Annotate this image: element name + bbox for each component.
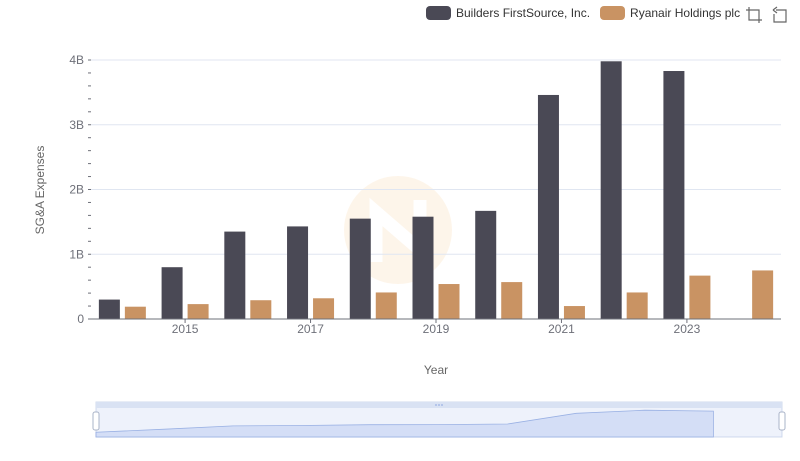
bar-ryanair-2020 — [501, 282, 523, 319]
zoom-preview-area — [95, 409, 714, 438]
bar-ryanair-2019 — [438, 284, 460, 319]
bar-ryanair-2021 — [563, 306, 585, 319]
x-tick-label: 2019 — [423, 322, 450, 336]
bar-ryanair-2015 — [187, 304, 209, 319]
bar-builders-2023 — [663, 71, 685, 319]
y-tick-label: 4B — [69, 53, 84, 67]
y-tick-label: 0 — [77, 312, 84, 326]
legend-label-ryanair: Ryanair Holdings plc — [630, 6, 741, 20]
bar-ryanair-2016 — [250, 300, 272, 319]
legend-swatch-ryanair — [600, 6, 626, 20]
restore-icon[interactable] — [771, 6, 789, 24]
bar-builders-2015 — [161, 267, 183, 319]
zoom-handle-left[interactable] — [92, 411, 100, 431]
y-axis-label: SG&A Expenses — [33, 146, 47, 235]
bar-ryanair-2022 — [626, 292, 648, 319]
zoom-icon[interactable] — [745, 6, 763, 24]
bar-builders-2016 — [224, 231, 246, 319]
bar-ryanair-2017 — [313, 298, 335, 319]
bar-builders-2022 — [600, 61, 622, 320]
zoom-selection — [96, 408, 782, 437]
y-tick-label: 2B — [69, 183, 84, 197]
bar-builders-2018 — [349, 218, 371, 319]
bar-ryanair-2023 — [689, 275, 711, 319]
bar-builders-2017 — [287, 226, 309, 319]
bar-builders-2019 — [412, 216, 434, 319]
zoom-handle-right[interactable] — [778, 411, 786, 431]
x-axis-label: Year — [424, 363, 448, 377]
legend-label-builders: Builders FirstSource, Inc. — [456, 6, 591, 20]
legend-item-builders[interactable]: Builders FirstSource, Inc. — [426, 6, 590, 20]
legend: Builders FirstSource, Inc. Ryanair Holdi… — [426, 4, 750, 22]
bar-ryanair-2018 — [375, 292, 397, 319]
y-tick-label: 1B — [69, 247, 84, 261]
x-tick-label: 2015 — [172, 322, 199, 336]
bar-builders-2014 — [98, 299, 120, 319]
bar-ryanair-2024 — [752, 270, 774, 319]
x-tick-label: 2021 — [548, 322, 575, 336]
legend-item-ryanair[interactable]: Ryanair Holdings plc — [600, 6, 740, 20]
y-tick-label: 3B — [69, 118, 84, 132]
x-tick-label: 2017 — [297, 322, 324, 336]
bar-builders-2021 — [537, 94, 559, 319]
legend-swatch-builders — [426, 6, 451, 20]
bar-builders-2020 — [475, 210, 497, 319]
toolbox — [745, 6, 789, 24]
zoom-grip-icon[interactable] — [435, 404, 443, 406]
bar-ryanair-2014 — [124, 306, 146, 319]
data-zoom-slider[interactable] — [92, 401, 786, 438]
x-tick-label: 2023 — [674, 322, 701, 336]
